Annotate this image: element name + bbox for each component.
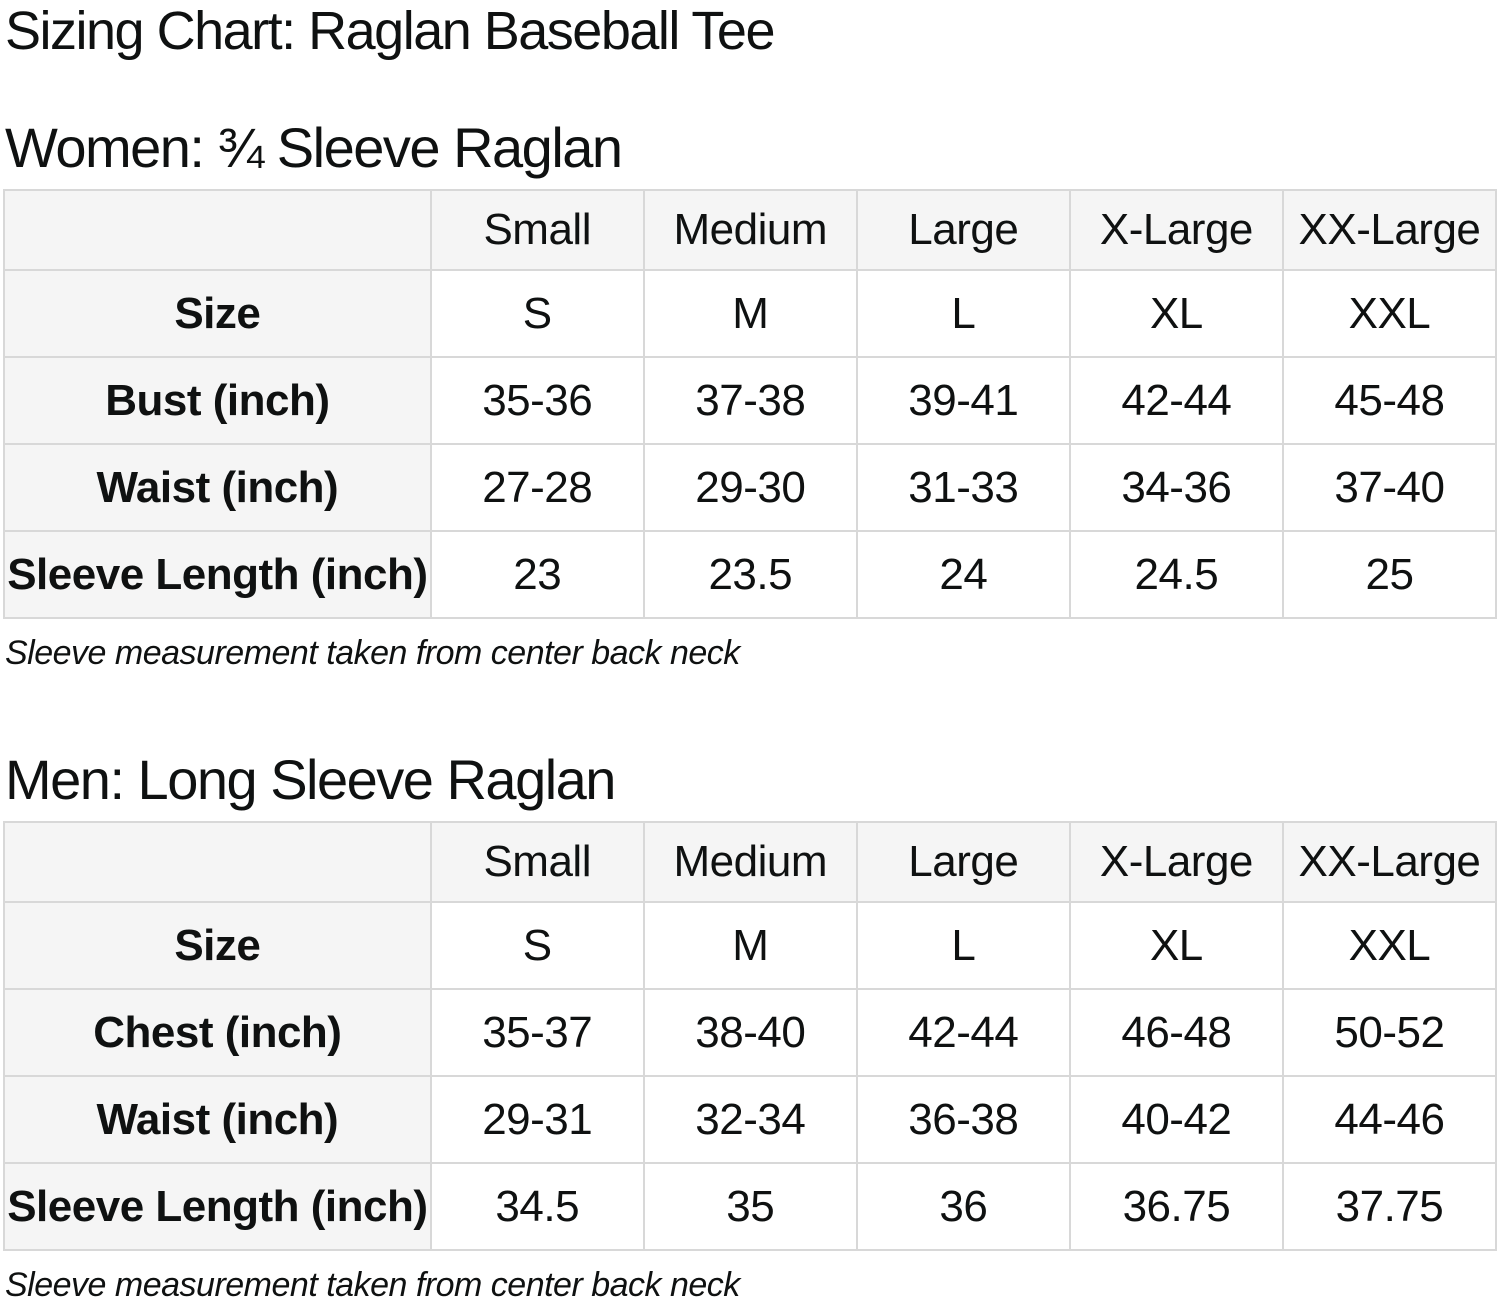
table-row-chest: Chest (inch) 35-37 38-40 42-44 46-48 50-… (3, 988, 1498, 1077)
table-row-size: Size S M L XL XXL (3, 269, 1498, 358)
table-cell: 50-52 (1281, 988, 1498, 1077)
table-cell: 34-36 (1068, 443, 1284, 532)
row-label: Sleeve Length (inch) (3, 530, 432, 619)
table-row-size: Size S M L XL XXL (3, 901, 1498, 990)
table-cell: 42-44 (855, 988, 1071, 1077)
row-label: Chest (inch) (3, 988, 432, 1077)
table-cell: M (642, 269, 858, 358)
men-table-note: Sleeve measurement taken from center bac… (5, 1266, 740, 1304)
table-cell: 45-48 (1281, 356, 1498, 445)
table-cell: XL (1068, 901, 1284, 990)
table-cell: 37.75 (1281, 1162, 1498, 1251)
page-title: Sizing Chart: Raglan Baseball Tee (5, 1, 776, 61)
column-header-blank (3, 189, 432, 271)
men-size-table: Small Medium Large X-Large XX-Large Size… (3, 821, 1498, 1251)
row-label: Bust (inch) (3, 356, 432, 445)
row-label: Size (3, 269, 432, 358)
column-header-small: Small (429, 821, 645, 903)
women-table-note: Sleeve measurement taken from center bac… (5, 634, 740, 672)
table-cell: 38-40 (642, 988, 858, 1077)
table-row-bust: Bust (inch) 35-36 37-38 39-41 42-44 45-4… (3, 356, 1498, 445)
table-cell: 23.5 (642, 530, 858, 619)
table-cell: 35-37 (429, 988, 645, 1077)
column-header-xlarge: X-Large (1068, 189, 1284, 271)
column-header-xxlarge: XX-Large (1281, 189, 1498, 271)
column-header-xlarge: X-Large (1068, 821, 1284, 903)
table-cell: 24 (855, 530, 1071, 619)
table-row-sleeve-length: Sleeve Length (inch) 34.5 35 36 36.75 37… (3, 1162, 1498, 1251)
table-cell: XXL (1281, 269, 1498, 358)
table-cell: 23 (429, 530, 645, 619)
column-header-large: Large (855, 821, 1071, 903)
table-cell: L (855, 901, 1071, 990)
table-cell: 34.5 (429, 1162, 645, 1251)
table-cell: 37-40 (1281, 443, 1498, 532)
table-cell: 37-38 (642, 356, 858, 445)
row-label: Waist (inch) (3, 1075, 432, 1164)
table-cell: XL (1068, 269, 1284, 358)
table-cell: 42-44 (1068, 356, 1284, 445)
table-cell: 29-30 (642, 443, 858, 532)
column-header-small: Small (429, 189, 645, 271)
table-header-row: Small Medium Large X-Large XX-Large (3, 821, 1498, 903)
column-header-medium: Medium (642, 821, 858, 903)
row-label: Sleeve Length (inch) (3, 1162, 432, 1251)
table-cell: 39-41 (855, 356, 1071, 445)
column-header-blank (3, 821, 432, 903)
table-cell: 27-28 (429, 443, 645, 532)
column-header-large: Large (855, 189, 1071, 271)
table-row-sleeve-length: Sleeve Length (inch) 23 23.5 24 24.5 25 (3, 530, 1498, 619)
women-size-table: Small Medium Large X-Large XX-Large Size… (3, 189, 1498, 619)
table-row-waist: Waist (inch) 27-28 29-30 31-33 34-36 37-… (3, 443, 1498, 532)
table-cell: S (429, 901, 645, 990)
table-cell: M (642, 901, 858, 990)
table-row-waist: Waist (inch) 29-31 32-34 36-38 40-42 44-… (3, 1075, 1498, 1164)
table-cell: 36 (855, 1162, 1071, 1251)
table-header-row: Small Medium Large X-Large XX-Large (3, 189, 1498, 271)
table-cell: 29-31 (429, 1075, 645, 1164)
table-cell: 44-46 (1281, 1075, 1498, 1164)
table-cell: 36-38 (855, 1075, 1071, 1164)
column-header-xxlarge: XX-Large (1281, 821, 1498, 903)
table-cell: 35-36 (429, 356, 645, 445)
table-cell: 24.5 (1068, 530, 1284, 619)
table-cell: XXL (1281, 901, 1498, 990)
row-label: Size (3, 901, 432, 990)
section-heading-women: Women: ¾ Sleeve Raglan (5, 116, 623, 179)
table-cell: 32-34 (642, 1075, 858, 1164)
column-header-medium: Medium (642, 189, 858, 271)
table-cell: 36.75 (1068, 1162, 1284, 1251)
row-label: Waist (inch) (3, 443, 432, 532)
table-cell: S (429, 269, 645, 358)
table-cell: L (855, 269, 1071, 358)
table-cell: 35 (642, 1162, 858, 1251)
section-heading-men: Men: Long Sleeve Raglan (5, 748, 616, 811)
table-cell: 25 (1281, 530, 1498, 619)
table-cell: 31-33 (855, 443, 1071, 532)
table-cell: 40-42 (1068, 1075, 1284, 1164)
table-cell: 46-48 (1068, 988, 1284, 1077)
